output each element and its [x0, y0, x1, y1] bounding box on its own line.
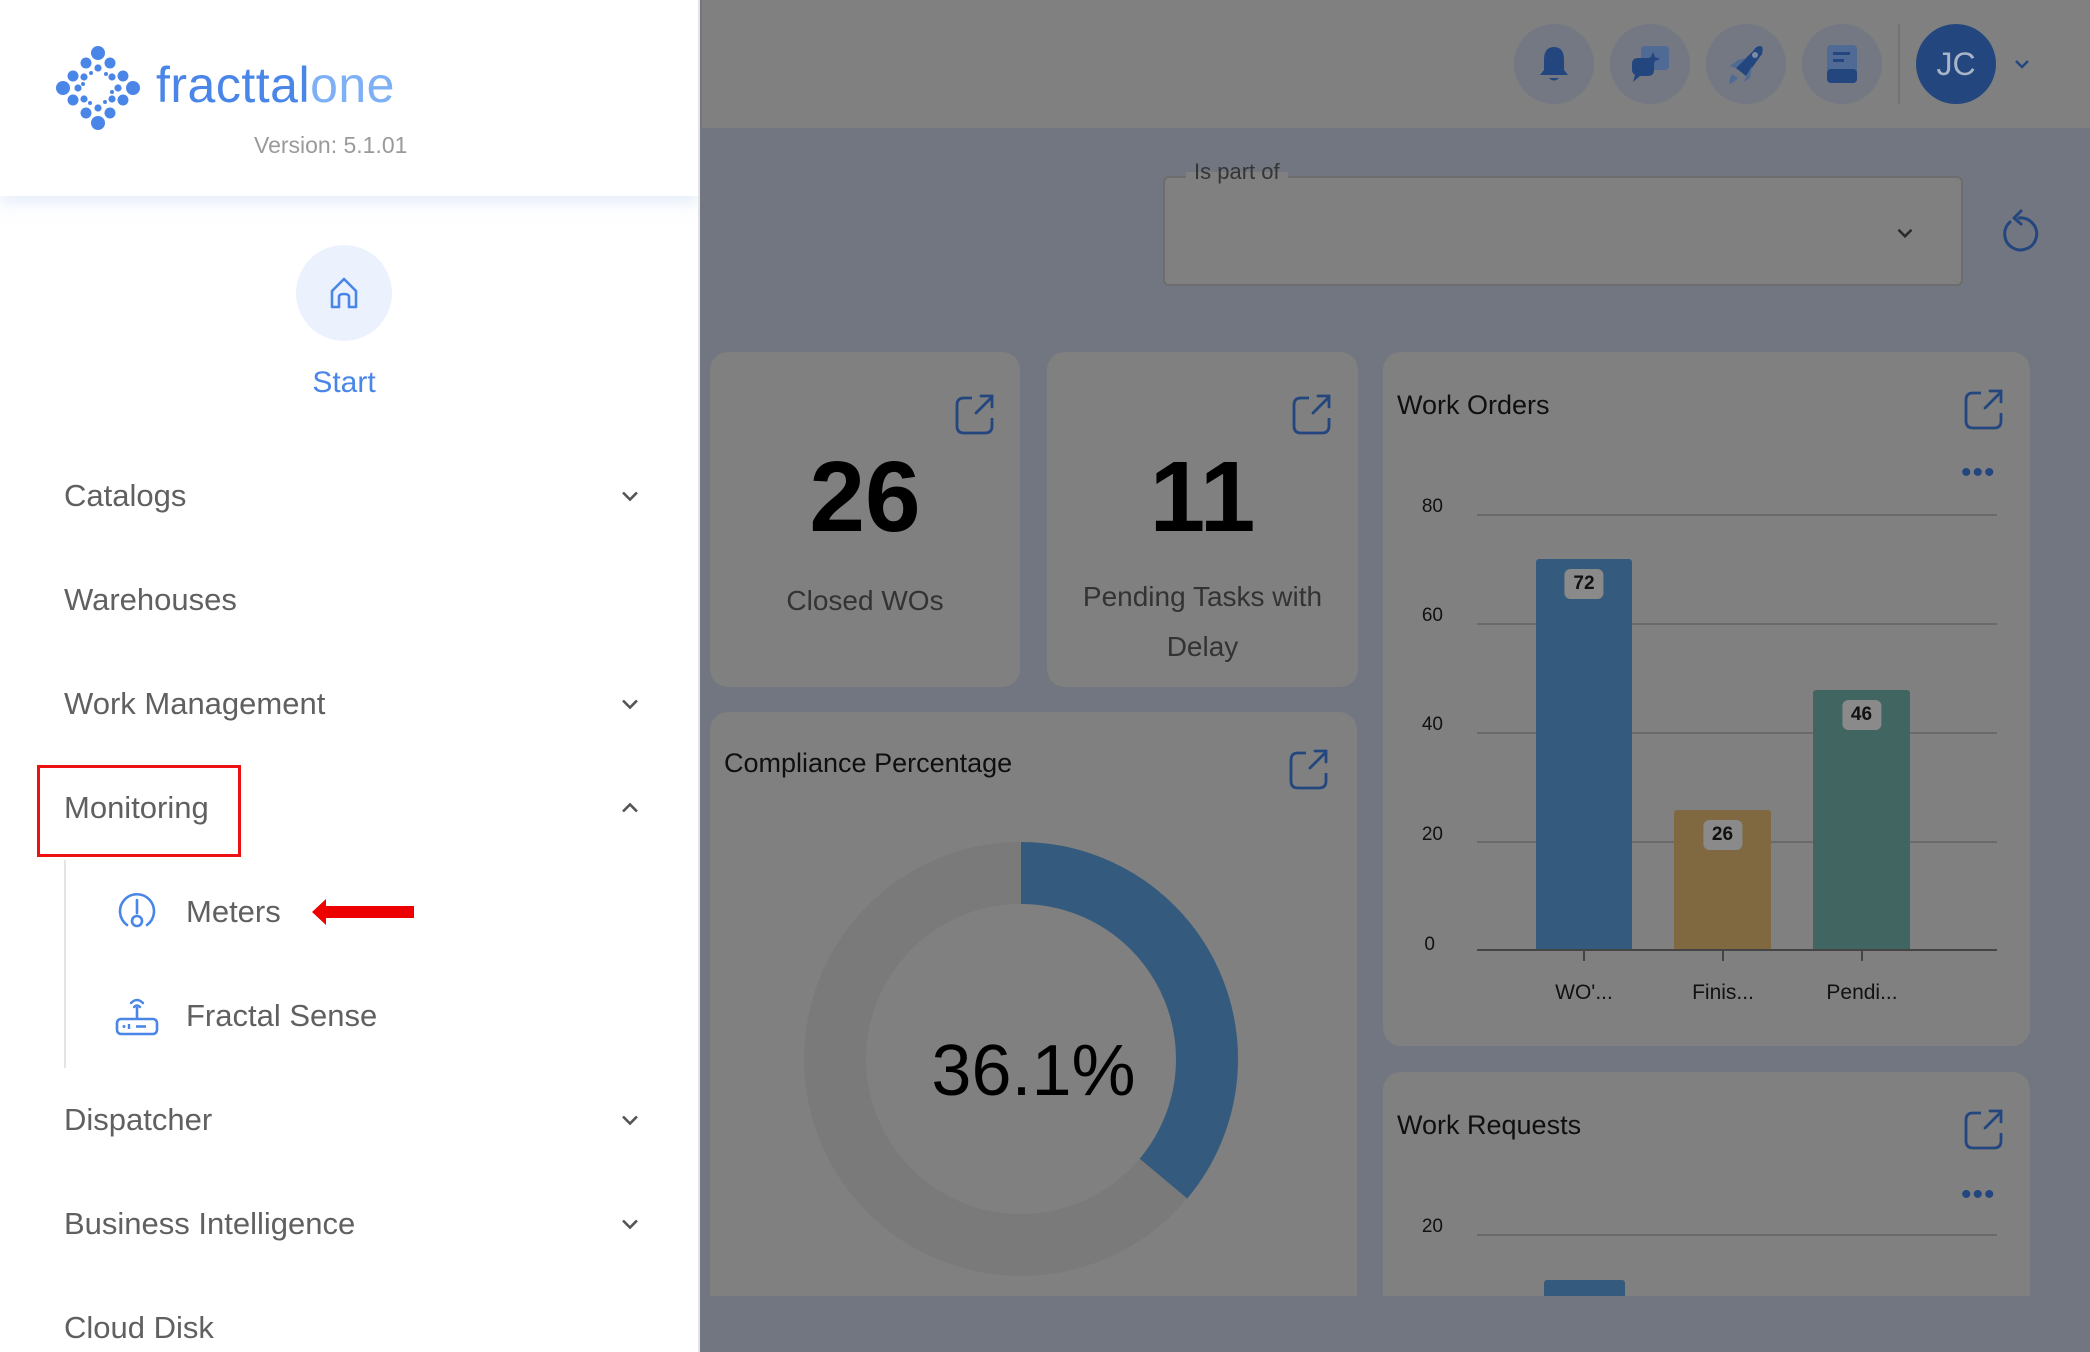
closed-wos-card[interactable]: 26 Closed WOs [710, 352, 1020, 687]
sidebar-item-label: Warehouses [64, 582, 237, 617]
sidebar-item-label: Catalogs [64, 478, 187, 513]
external-link-icon[interactable] [1288, 747, 1330, 791]
router-icon [115, 998, 159, 1036]
brand-name-part2: one [310, 57, 395, 113]
compliance-donut-chart [804, 842, 1238, 1276]
sidebar-item-monitoring[interactable]: Monitoring [64, 778, 644, 838]
x-label: WO'... [1555, 981, 1613, 1004]
sidebar-item-label: Monitoring [64, 790, 209, 825]
home-icon [330, 277, 358, 309]
external-link-icon[interactable] [1963, 1107, 2005, 1151]
external-link-icon[interactable] [954, 392, 996, 436]
x-tick [1861, 951, 1863, 961]
sidebar-item-label: Work Management [64, 686, 326, 721]
y-tick: 60 [1421, 605, 1443, 626]
work-orders-title: Work Orders [1397, 390, 1550, 420]
chevron-down-icon[interactable] [2010, 52, 2034, 76]
chevron-up-icon [622, 802, 638, 813]
external-link-icon[interactable] [1291, 392, 1333, 436]
bar-value-label: 72 [1564, 569, 1604, 599]
sidebar-subitem-meters[interactable]: Meters [114, 882, 281, 942]
sidebar-item-work-management[interactable]: Work Management [64, 674, 644, 734]
sidebar-item-label: Business Intelligence [64, 1206, 356, 1241]
y-tick: 20 [1421, 1216, 1443, 1237]
rocket-icon [1729, 46, 1763, 84]
sidebar-subitem-label: Fractal Sense [186, 998, 378, 1033]
is-part-of-label: Is part of [1186, 159, 1288, 185]
y-tick: 80 [1421, 496, 1443, 517]
logo-area: fracttalone Version: 5.1.01 [0, 0, 698, 196]
compliance-value: 36.1% [931, 1031, 1136, 1111]
brand-name: fracttalone [156, 56, 395, 114]
chevron-down-icon[interactable] [1892, 220, 1918, 246]
bar-value-label: 46 [1841, 700, 1882, 730]
sidebar-item-label: Dispatcher [64, 1102, 213, 1137]
y-tick: 20 [1421, 824, 1443, 845]
refresh-icon[interactable] [1997, 208, 2041, 256]
compliance-title: Compliance Percentage [724, 748, 1013, 778]
sidebar-item-warehouses[interactable]: Warehouses [64, 570, 644, 630]
ai-chat-icon [1632, 46, 1669, 82]
chevron-down-icon [622, 1219, 638, 1230]
chevron-down-icon [622, 1115, 638, 1126]
start-button[interactable] [296, 245, 392, 341]
work-requests-title: Work Requests [1397, 1110, 1582, 1140]
pending-tasks-card[interactable]: 11 Pending Tasks with Delay [1047, 352, 1358, 687]
ai-assistant-button[interactable] [1610, 24, 1690, 104]
gridline [1477, 1234, 1997, 1236]
annotation-arrow-icon [312, 899, 414, 925]
book-icon [1827, 45, 1857, 83]
work-requests-card: Work Requests ••• 20 [1383, 1072, 2030, 1296]
gridline [1477, 514, 1997, 516]
notifications-button[interactable] [1514, 24, 1594, 104]
bar-wo[interactable]: 72 [1536, 559, 1632, 950]
pending-tasks-value: 11 [1149, 441, 1256, 553]
user-avatar[interactable]: JC [1916, 24, 1996, 104]
y-tick: 40 [1421, 714, 1443, 735]
gridline [1477, 732, 1997, 734]
bar-pending[interactable]: 46 [1813, 690, 1910, 950]
sidebar: fracttalone Version: 5.1.01 Start Catalo… [0, 0, 700, 1352]
bell-icon [1540, 47, 1568, 81]
submenu-divider [64, 860, 66, 1068]
getting-started-button[interactable] [1706, 24, 1786, 104]
chart-menu-button[interactable]: ••• [1961, 456, 1996, 489]
meter-icon [118, 893, 156, 928]
sidebar-subitem-label: Meters [186, 894, 281, 929]
annotation-highlight-box [37, 765, 241, 857]
is-part-of-select[interactable] [1163, 176, 1963, 286]
bar-work-request[interactable] [1544, 1280, 1625, 1296]
external-link-icon[interactable] [1963, 387, 2005, 431]
knowledge-base-button[interactable] [1802, 24, 1882, 104]
header-divider [1898, 24, 1900, 104]
fracttal-logo-icon [56, 46, 140, 130]
start-label[interactable]: Start [312, 366, 376, 399]
x-tick [1722, 951, 1724, 961]
sidebar-item-dispatcher[interactable]: Dispatcher [64, 1090, 644, 1150]
y-tick: 0 [1424, 934, 1435, 955]
x-label: Pendi... [1826, 981, 1898, 1004]
closed-wos-label: Closed WOs [786, 585, 944, 616]
work-orders-card: Work Orders ••• 80 60 40 20 0 72 26 46 W… [1383, 352, 2030, 1046]
sidebar-subitem-fracttal-sense[interactable]: Fractal Sense [114, 986, 377, 1046]
x-axis [1477, 949, 1997, 951]
bar-finished[interactable]: 26 [1674, 810, 1771, 950]
brand-name-part1: fracttal [156, 57, 311, 113]
app-version: Version: 5.1.01 [254, 132, 408, 158]
sidebar-item-cloud-disk[interactable]: Cloud Disk [64, 1298, 644, 1352]
sidebar-item-business-intelligence[interactable]: Business Intelligence [64, 1194, 644, 1254]
closed-wos-value: 26 [809, 441, 921, 553]
sidebar-item-catalogs[interactable]: Catalogs [64, 466, 644, 526]
x-label: Finis... [1692, 981, 1754, 1004]
chart-menu-button[interactable]: ••• [1961, 1178, 1996, 1211]
bar-value-label: 26 [1702, 820, 1743, 850]
sidebar-item-label: Cloud Disk [64, 1310, 214, 1345]
x-tick [1583, 951, 1585, 961]
compliance-card: Compliance Percentage 36.1% [710, 712, 1357, 1296]
gridline [1477, 623, 1997, 625]
pending-tasks-label: Pending Tasks with Delay [1082, 581, 1323, 662]
chevron-down-icon [622, 491, 638, 502]
chevron-down-icon [622, 699, 638, 710]
